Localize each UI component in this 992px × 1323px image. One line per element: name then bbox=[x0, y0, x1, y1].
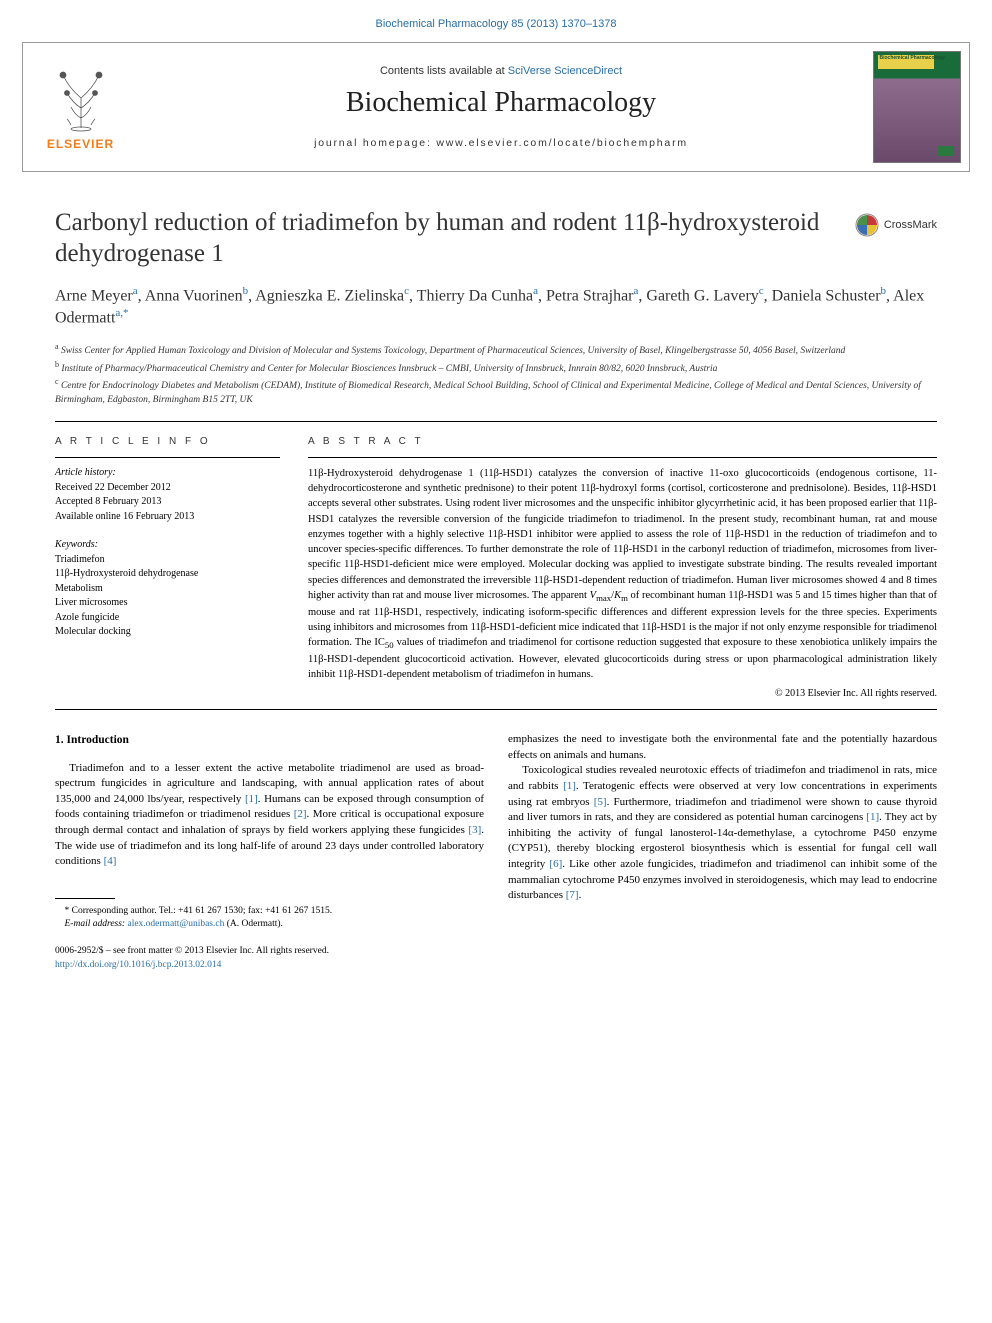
article-info-label: A R T I C L E I N F O bbox=[55, 436, 280, 447]
author-affil-sup: b bbox=[243, 285, 249, 297]
crossmark-label: CrossMark bbox=[884, 219, 937, 231]
author-affil-sup: c bbox=[404, 285, 409, 297]
keyword: Triadimefon bbox=[55, 553, 280, 568]
body-paragraph: emphasizes the need to investigate both … bbox=[508, 732, 937, 763]
abstract-text: 11β-Hydroxysteroid dehydrogenase 1 (11β-… bbox=[308, 466, 937, 682]
journal-citation: Biochemical Pharmacology 85 (2013) 1370–… bbox=[0, 0, 992, 42]
affiliations: a Swiss Center for Applied Human Toxicol… bbox=[55, 341, 937, 407]
keyword: Molecular docking bbox=[55, 625, 280, 640]
journal-info-cell: Contents lists available at SciVerse Sci… bbox=[138, 43, 864, 171]
page-footer: 0006-2952/$ – see front matter © 2013 El… bbox=[55, 945, 937, 972]
sciencedirect-link[interactable]: SciVerse ScienceDirect bbox=[508, 65, 622, 77]
corresponding-author-line: * Corresponding author. Tel.: +41 61 267… bbox=[55, 905, 484, 918]
intro-heading: 1. Introduction bbox=[55, 732, 484, 748]
keyword: Liver microsomes bbox=[55, 596, 280, 611]
footer-copyright: 0006-2952/$ – see front matter © 2013 El… bbox=[55, 945, 937, 958]
email-label: E-mail address: bbox=[65, 919, 128, 929]
contents-available: Contents lists available at SciVerse Sci… bbox=[380, 65, 622, 77]
affiliation-sup: c bbox=[55, 377, 59, 386]
article-title: Carbonyl reduction of triadimefon by hum… bbox=[55, 207, 835, 270]
citation-ref[interactable]: [7] bbox=[566, 889, 579, 901]
body-paragraph: Triadimefon and to a lesser extent the a… bbox=[55, 761, 484, 870]
author-affil-sup: a,* bbox=[115, 307, 128, 319]
homepage-prefix: journal homepage: bbox=[314, 137, 436, 149]
doi-link[interactable]: http://dx.doi.org/10.1016/j.bcp.2013.02.… bbox=[55, 959, 937, 972]
history-label: Article history: bbox=[55, 466, 280, 481]
history-line: Available online 16 February 2013 bbox=[55, 510, 280, 525]
contents-prefix: Contents lists available at bbox=[380, 65, 508, 77]
body-left-column: 1. Introduction Triadimefon and to a les… bbox=[55, 732, 484, 931]
journal-cover-thumbnail: Biochemical Pharmacology bbox=[873, 51, 961, 163]
affiliation-line: a Swiss Center for Applied Human Toxicol… bbox=[55, 341, 937, 358]
article-frontmatter: Carbonyl reduction of triadimefon by hum… bbox=[55, 207, 937, 699]
elsevier-tree-icon bbox=[41, 63, 121, 133]
abstract-copyright: © 2013 Elsevier Inc. All rights reserved… bbox=[308, 688, 937, 699]
body-paragraph: Toxicological studies revealed neurotoxi… bbox=[508, 763, 937, 903]
body-divider bbox=[55, 709, 937, 710]
affiliation-line: b Institute of Pharmacy/Pharmaceutical C… bbox=[55, 359, 937, 376]
journal-homepage: journal homepage: www.elsevier.com/locat… bbox=[314, 137, 688, 149]
citation-ref[interactable]: [1] bbox=[563, 780, 576, 792]
citation-ref[interactable]: [3] bbox=[468, 824, 481, 836]
history-line: Accepted 8 February 2013 bbox=[55, 495, 280, 510]
affiliation-sup: b bbox=[55, 360, 59, 369]
email-suffix: (A. Odermatt). bbox=[224, 919, 283, 929]
affiliation-line: c Centre for Endocrinology Diabetes and … bbox=[55, 376, 937, 407]
citation-ref[interactable]: [5] bbox=[594, 796, 607, 808]
keyword: Azole fungicide bbox=[55, 611, 280, 626]
author-affil-sup: b bbox=[881, 285, 887, 297]
article-history: Article history: Received 22 December 20… bbox=[55, 466, 280, 524]
corresponding-email[interactable]: alex.odermatt@unibas.ch bbox=[127, 919, 224, 929]
elsevier-label: ELSEVIER bbox=[47, 137, 114, 151]
info-divider bbox=[55, 457, 280, 458]
keywords-block: Keywords: Triadimefon11β-Hydroxysteroid … bbox=[55, 538, 280, 640]
journal-header: ELSEVIER Contents lists available at Sci… bbox=[22, 42, 970, 172]
citation-ref[interactable]: [6] bbox=[549, 858, 562, 870]
author-affil-sup: a bbox=[533, 285, 538, 297]
crossmark-icon bbox=[855, 213, 879, 237]
crossmark-badge[interactable]: CrossMark bbox=[855, 213, 937, 237]
keyword: 11β-Hydroxysteroid dehydrogenase bbox=[55, 567, 280, 582]
cover-thumb-cell: Biochemical Pharmacology bbox=[864, 43, 969, 171]
abstract-label: A B S T R A C T bbox=[308, 436, 937, 447]
footnote-separator bbox=[55, 898, 115, 899]
author-list: Arne Meyera, Anna Vuorinenb, Agnieszka E… bbox=[55, 284, 937, 330]
keywords-label: Keywords: bbox=[55, 538, 280, 553]
abstract-column: A B S T R A C T 11β-Hydroxysteroid dehyd… bbox=[308, 422, 937, 699]
citation-ref[interactable]: [1] bbox=[866, 811, 879, 823]
keyword: Metabolism bbox=[55, 582, 280, 597]
body-columns: 1. Introduction Triadimefon and to a les… bbox=[55, 732, 937, 931]
author-affil-sup: a bbox=[634, 285, 639, 297]
abstract-divider bbox=[308, 457, 937, 458]
author-affil-sup: a bbox=[133, 285, 138, 297]
elsevier-logo-cell: ELSEVIER bbox=[23, 43, 138, 171]
cover-title-tiny: Biochemical Pharmacology bbox=[880, 56, 945, 61]
citation-ref[interactable]: [2] bbox=[294, 808, 307, 820]
homepage-url[interactable]: www.elsevier.com/locate/biochempharm bbox=[436, 137, 688, 149]
corresponding-footnote: * Corresponding author. Tel.: +41 61 267… bbox=[55, 905, 484, 932]
affiliation-sup: a bbox=[55, 342, 59, 351]
citation-ref[interactable]: [1] bbox=[245, 793, 258, 805]
history-line: Received 22 December 2012 bbox=[55, 481, 280, 496]
article-info-column: A R T I C L E I N F O Article history: R… bbox=[55, 422, 280, 699]
journal-name: Biochemical Pharmacology bbox=[346, 87, 656, 119]
author-affil-sup: c bbox=[759, 285, 764, 297]
body-right-column: emphasizes the need to investigate both … bbox=[508, 732, 937, 931]
citation-ref[interactable]: [4] bbox=[104, 855, 117, 867]
